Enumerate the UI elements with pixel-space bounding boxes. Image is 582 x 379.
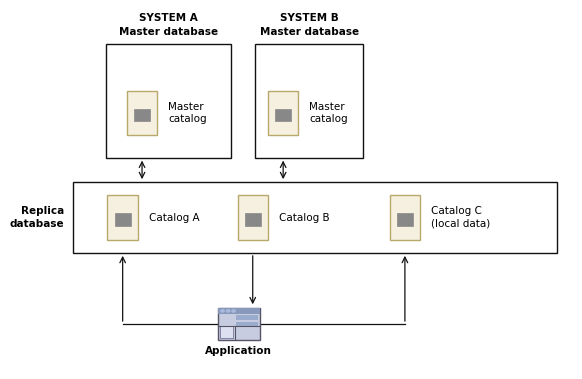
Text: Catalog A: Catalog A bbox=[149, 213, 200, 222]
FancyBboxPatch shape bbox=[245, 213, 261, 226]
Text: Master
catalog: Master catalog bbox=[310, 102, 348, 124]
Text: Catalog C
(local data): Catalog C (local data) bbox=[431, 206, 491, 229]
FancyBboxPatch shape bbox=[134, 109, 150, 121]
Bar bbox=[73, 182, 557, 253]
Bar bbox=[255, 44, 363, 158]
FancyBboxPatch shape bbox=[127, 91, 157, 135]
Text: SYSTEM B: SYSTEM B bbox=[280, 13, 339, 23]
Text: Replica
database: Replica database bbox=[10, 206, 65, 229]
Circle shape bbox=[226, 310, 230, 312]
FancyBboxPatch shape bbox=[218, 308, 260, 314]
FancyBboxPatch shape bbox=[275, 109, 291, 121]
Text: Application: Application bbox=[205, 346, 272, 356]
Bar bbox=[106, 44, 230, 158]
FancyBboxPatch shape bbox=[236, 323, 258, 327]
Circle shape bbox=[221, 310, 224, 312]
Text: Master database: Master database bbox=[119, 27, 218, 37]
Text: Catalog B: Catalog B bbox=[279, 213, 329, 222]
FancyBboxPatch shape bbox=[268, 91, 299, 135]
Text: SYSTEM A: SYSTEM A bbox=[139, 13, 198, 23]
FancyBboxPatch shape bbox=[237, 195, 268, 240]
Circle shape bbox=[232, 310, 235, 312]
FancyBboxPatch shape bbox=[390, 195, 420, 240]
FancyBboxPatch shape bbox=[108, 195, 138, 240]
Text: Master database: Master database bbox=[260, 27, 359, 37]
FancyBboxPatch shape bbox=[220, 326, 233, 338]
FancyBboxPatch shape bbox=[236, 315, 258, 320]
FancyBboxPatch shape bbox=[218, 308, 260, 340]
FancyBboxPatch shape bbox=[397, 213, 413, 226]
FancyBboxPatch shape bbox=[115, 213, 130, 226]
Text: Master
catalog: Master catalog bbox=[168, 102, 207, 124]
